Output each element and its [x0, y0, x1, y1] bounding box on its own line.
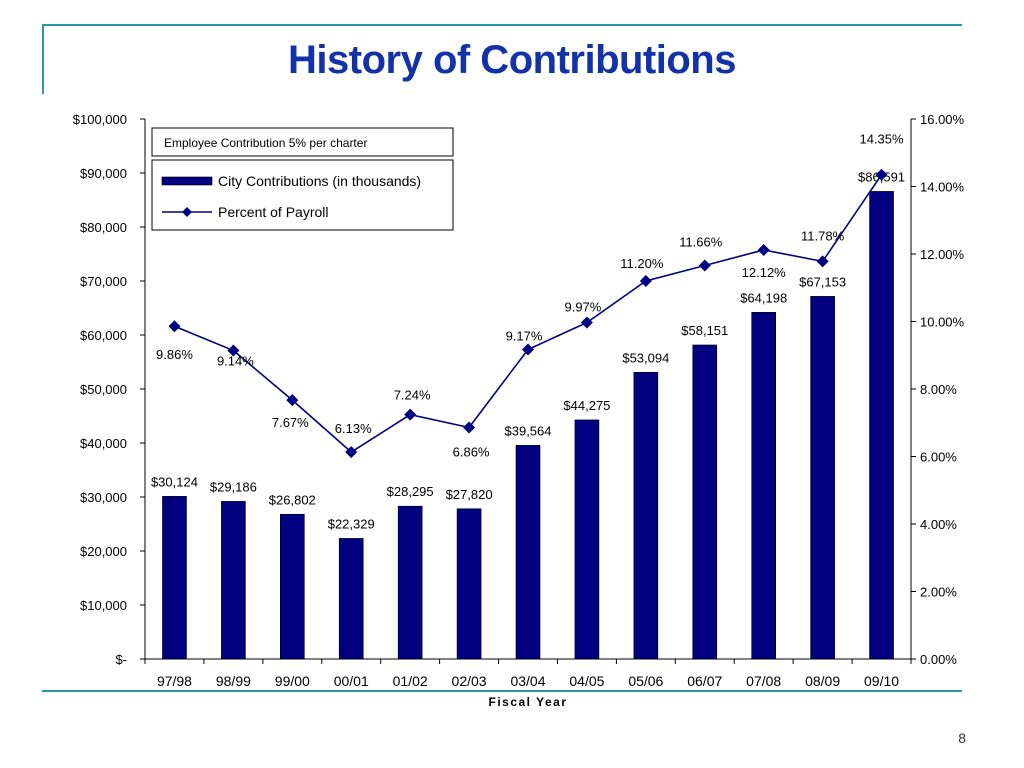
line-marker — [875, 168, 888, 181]
line-data-label: 11.66% — [679, 234, 723, 249]
y-right-tick-label: 10.00% — [920, 315, 965, 330]
bar — [338, 538, 364, 660]
line-marker — [463, 421, 476, 434]
bar-data-label: $27,820 — [446, 487, 493, 502]
y-left-tick-label: $20,000 — [80, 544, 127, 559]
y-left-tick-label: $30,000 — [80, 490, 127, 505]
bar-data-label: $28,295 — [387, 484, 434, 499]
y-left-tick-label: $100,000 — [73, 112, 127, 127]
line-data-label: 7.24% — [394, 388, 431, 403]
x-tick-label: 02/03 — [452, 673, 487, 689]
annotation-box — [151, 127, 454, 157]
line-marker — [757, 243, 770, 256]
y-left-tick-label: $10,000 — [80, 598, 127, 613]
line-marker — [816, 255, 829, 268]
bar — [280, 513, 305, 660]
x-tick-label: 97/98 — [157, 673, 192, 689]
bar-data-label: $67,153 — [799, 274, 846, 289]
y-right-tick-label: 2.00% — [920, 585, 957, 600]
legend-line-marker — [182, 207, 192, 217]
x-tick-label: 07/08 — [746, 673, 781, 689]
bar-data-label: $29,186 — [210, 479, 257, 494]
line-data-label: 9.17% — [506, 329, 543, 344]
bar — [456, 508, 482, 660]
bar — [692, 344, 718, 660]
line-data-label: 9.14% — [217, 354, 254, 369]
slide-title: History of Contributions — [288, 38, 736, 82]
x-tick-label: 09/10 — [864, 673, 899, 689]
x-axis-title: Fiscal Year — [489, 695, 568, 709]
y-left-tick-label: $90,000 — [80, 166, 127, 181]
line-marker — [168, 320, 181, 333]
x-tick-label: 01/02 — [393, 673, 428, 689]
y-right-tick-label: 16.00% — [920, 112, 965, 127]
frame-bottom-rule — [42, 690, 962, 692]
bar-data-label: $39,564 — [505, 423, 552, 438]
bar — [751, 312, 776, 660]
y-right-tick-label: 4.00% — [920, 517, 957, 532]
frame-left-rule — [42, 24, 44, 94]
x-tick-label: 00/01 — [334, 673, 369, 689]
bar-data-label: $26,802 — [269, 492, 316, 507]
bar-data-label: $22,329 — [328, 516, 375, 531]
line-marker — [522, 343, 534, 356]
line-data-label: 6.86% — [453, 444, 490, 459]
line-marker — [404, 408, 417, 421]
y-left-tick-label: $- — [115, 652, 127, 667]
legend-label-bars: City Contributions (in thousands) — [218, 173, 421, 189]
line-marker — [227, 344, 240, 357]
x-tick-label: 05/06 — [628, 673, 663, 689]
line-data-label: 7.67% — [272, 415, 309, 430]
line-data-label: 11.78% — [801, 228, 845, 243]
bar — [221, 501, 246, 660]
bar-data-label: $53,094 — [622, 350, 669, 365]
line-data-label: 6.13% — [335, 421, 372, 436]
bar — [397, 505, 423, 660]
bar-data-label: $44,275 — [563, 398, 610, 413]
annotation-text: Employee Contribution 5% per charter — [164, 136, 367, 150]
x-tick-label: 08/09 — [805, 673, 840, 689]
legend-label-line: Percent of Payroll — [218, 204, 329, 220]
y-left-tick-label: $80,000 — [80, 220, 127, 235]
bar — [162, 496, 187, 660]
line-data-label: 11.20% — [620, 256, 664, 271]
line-data-label: 12.12% — [742, 265, 787, 280]
line-marker — [345, 446, 358, 459]
x-tick-label: 06/07 — [687, 673, 722, 689]
bar-data-label: $58,151 — [681, 323, 728, 338]
y-left-tick-label: $40,000 — [80, 436, 127, 451]
line-marker — [286, 394, 299, 407]
y-right-tick-label: 8.00% — [920, 382, 957, 397]
x-tick-label: 98/99 — [216, 673, 251, 689]
line-data-label: 14.35% — [859, 132, 904, 147]
x-tick-label: 03/04 — [510, 673, 545, 689]
bar — [515, 445, 541, 660]
y-right-tick-label: 6.00% — [920, 450, 957, 465]
legend-bar-swatch — [161, 176, 213, 186]
bar-data-label: $64,198 — [740, 290, 787, 305]
y-right-tick-label: 14.00% — [920, 180, 965, 195]
bar — [574, 419, 600, 660]
x-tick-label: 99/00 — [275, 673, 310, 689]
line-marker — [580, 316, 593, 329]
line-marker — [698, 259, 711, 272]
y-left-tick-label: $50,000 — [80, 382, 127, 397]
x-tick-label: 04/05 — [569, 673, 604, 689]
frame-top-rule — [42, 24, 962, 26]
line-marker — [639, 275, 652, 287]
y-left-tick-label: $60,000 — [80, 328, 127, 343]
page-number: 8 — [958, 730, 966, 746]
y-left-tick-label: $70,000 — [80, 274, 127, 289]
bar-data-label: $30,124 — [151, 474, 198, 489]
bar — [869, 191, 894, 660]
legend-box — [151, 159, 454, 231]
y-right-tick-label: 0.00% — [920, 652, 957, 667]
line-data-label: 9.97% — [564, 300, 601, 315]
y-right-tick-label: 12.00% — [920, 247, 965, 262]
bar — [633, 371, 659, 660]
bar — [810, 296, 835, 660]
line-data-label: 9.86% — [156, 347, 193, 362]
